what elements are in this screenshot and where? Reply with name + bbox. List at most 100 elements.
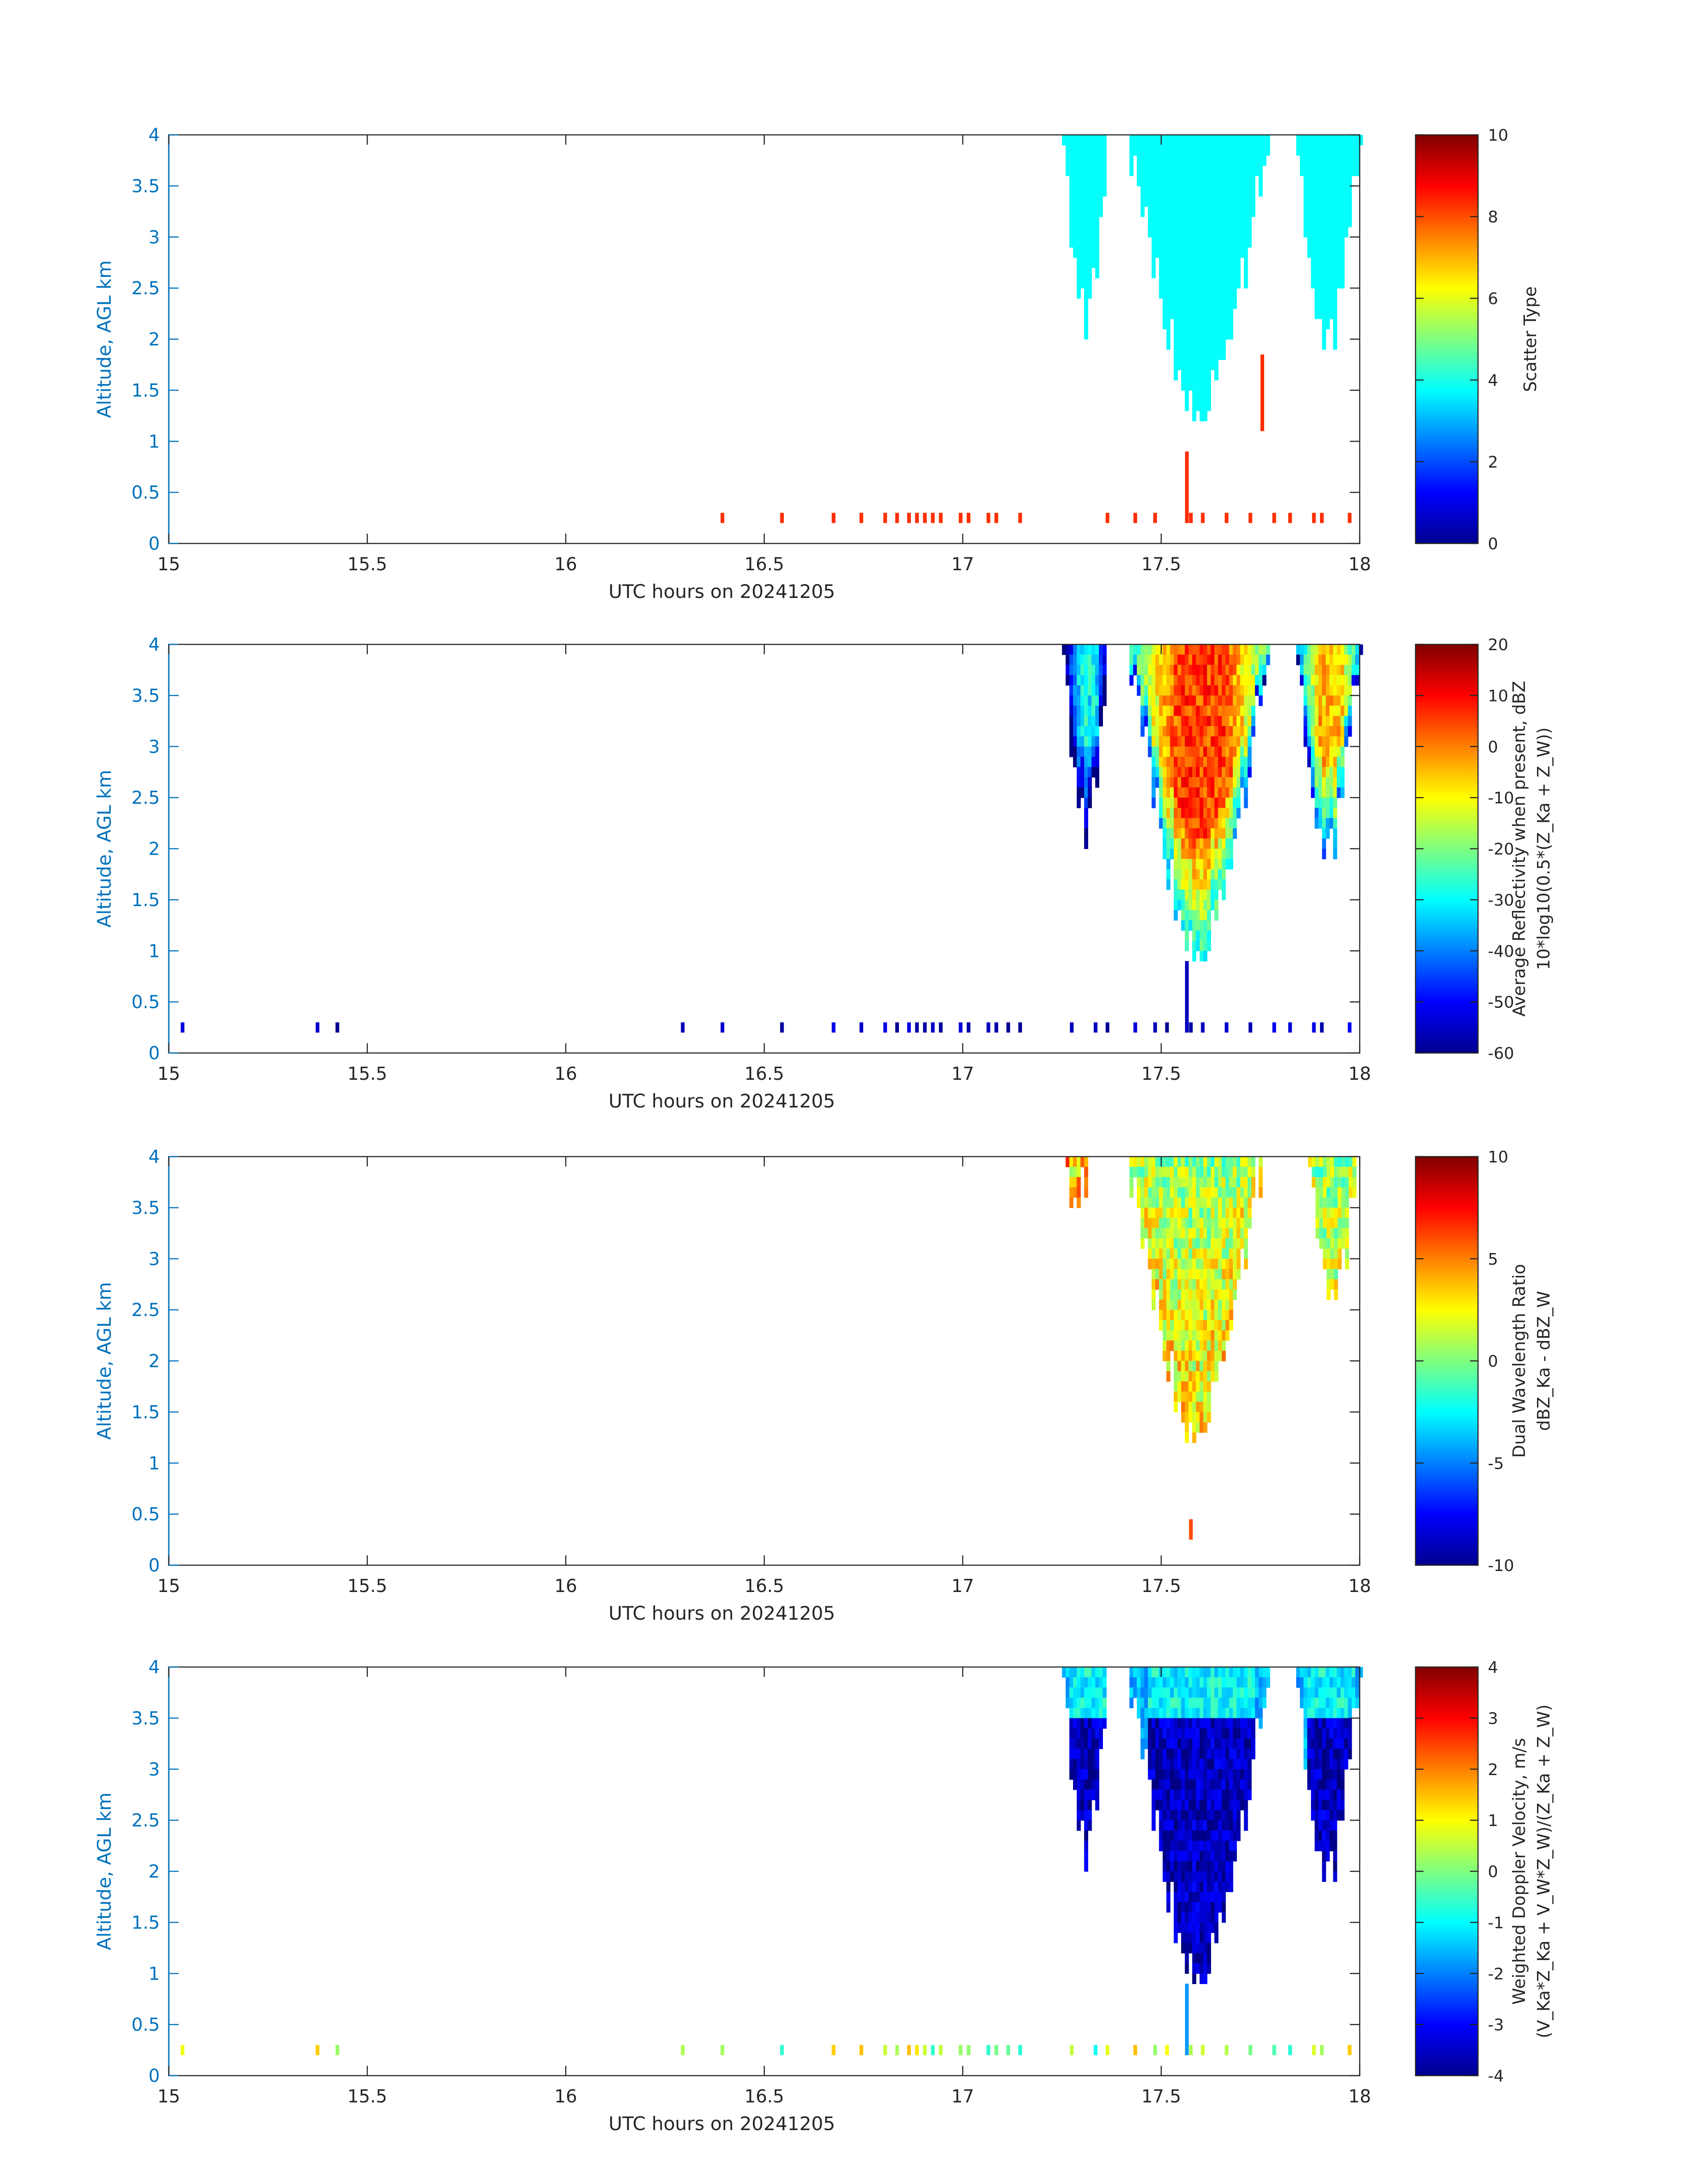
heatmap-cell xyxy=(1199,1973,1204,1984)
heatmap-cell xyxy=(1214,1310,1219,1320)
heatmap-cell xyxy=(1300,654,1304,665)
heatmap-cell xyxy=(1181,1208,1186,1219)
heatmap-cell xyxy=(1207,1840,1211,1851)
heatmap-cell xyxy=(1340,1718,1345,1729)
heatmap-cell xyxy=(1188,247,1193,258)
heatmap-cell xyxy=(1196,206,1200,217)
heatmap-cell xyxy=(1084,644,1088,655)
heatmap-cell xyxy=(1077,1779,1081,1790)
heatmap-cell xyxy=(1080,1677,1085,1688)
heatmap-cell xyxy=(1214,1861,1219,1872)
heatmap-cell xyxy=(1211,217,1215,227)
heatmap-cell xyxy=(1173,1861,1178,1872)
heatmap-cell xyxy=(1311,1759,1315,1770)
heatmap-cell xyxy=(1214,1871,1219,1882)
heatmap-cell xyxy=(1192,329,1196,340)
heatmap-cell xyxy=(1207,1177,1211,1188)
heatmap-cell xyxy=(1151,1258,1156,1270)
heatmap-cell xyxy=(1203,910,1207,921)
heatmap-cell xyxy=(1199,1228,1204,1239)
heatmap-cell xyxy=(1311,706,1315,716)
heatmap-cell xyxy=(1214,798,1219,808)
heatmap-cell xyxy=(1207,1708,1211,1719)
heatmap-cell xyxy=(1211,1902,1215,1913)
heatmap-cell xyxy=(1166,288,1171,299)
heatmap-cell xyxy=(1173,1892,1178,1902)
heatmap-cell xyxy=(1236,685,1241,696)
heatmap-cell xyxy=(1218,1861,1222,1872)
heatmap-cell xyxy=(1151,1820,1156,1831)
heatmap-cell xyxy=(1181,1943,1186,1954)
heatmap-cell xyxy=(1318,206,1323,217)
heatmap-cell xyxy=(1166,859,1171,870)
heatmap-cell xyxy=(1251,206,1256,217)
heatmap-cell xyxy=(1251,716,1256,727)
heatmap-cell xyxy=(1337,1187,1342,1198)
heatmap-cell xyxy=(1192,318,1196,330)
heatmap-cell xyxy=(1148,695,1152,706)
heatmap-cell xyxy=(1244,1789,1248,1801)
heatmap-cell xyxy=(1236,237,1241,248)
heatmap-cell xyxy=(1225,237,1230,248)
heatmap-cell xyxy=(1203,1248,1207,1259)
heatmap-cell xyxy=(1199,726,1204,737)
heatmap-cell xyxy=(1218,1871,1222,1882)
heatmap-cell xyxy=(1232,247,1237,258)
heatmap-cell xyxy=(1133,135,1137,146)
heatmap-cell xyxy=(1192,920,1196,931)
surface-return xyxy=(315,1022,320,1033)
heatmap-cell xyxy=(1214,298,1219,309)
heatmap-cell xyxy=(1247,746,1252,757)
heatmap-cell xyxy=(1244,135,1248,146)
y-tick-label: 0 xyxy=(149,2066,160,2086)
heatmap-cell xyxy=(1315,288,1319,299)
heatmap-cell xyxy=(1173,777,1178,788)
heatmap-cell xyxy=(1203,1810,1207,1821)
heatmap-cell xyxy=(1173,828,1178,839)
heatmap-cell xyxy=(1170,217,1174,227)
heatmap-cell xyxy=(1192,1371,1196,1382)
heatmap-cell xyxy=(1199,1912,1204,1923)
heatmap-cell xyxy=(1192,1800,1196,1811)
heatmap-cell xyxy=(1222,186,1226,197)
heatmap-cell xyxy=(1199,329,1204,340)
heatmap-cell xyxy=(1162,1279,1167,1290)
heatmap-cell xyxy=(1166,1789,1171,1801)
heatmap-cell xyxy=(1155,217,1160,227)
heatmap-cell xyxy=(1318,726,1323,737)
heatmap-cell xyxy=(1236,1258,1241,1270)
heatmap-cell xyxy=(1144,644,1148,655)
heatmap-cell xyxy=(1098,675,1103,686)
heatmap-cell xyxy=(1188,1697,1193,1709)
heatmap-cell xyxy=(1258,1667,1263,1678)
heatmap-cell xyxy=(1240,675,1244,686)
heatmap-cell xyxy=(1170,1269,1174,1280)
heatmap-cell xyxy=(1084,206,1088,217)
heatmap-cell xyxy=(1225,1820,1230,1831)
heatmap-cell xyxy=(1211,237,1215,248)
heatmap-cell xyxy=(1177,879,1182,890)
heatmap-cell xyxy=(1181,1830,1186,1841)
heatmap-cell xyxy=(1222,1218,1226,1228)
heatmap-cell xyxy=(1262,1667,1267,1678)
heatmap-cell xyxy=(1255,685,1259,696)
heatmap-cell xyxy=(1211,145,1215,156)
heatmap-cell xyxy=(1177,1871,1182,1882)
heatmap-cell xyxy=(1181,1718,1186,1729)
heatmap-cell xyxy=(1196,1300,1200,1310)
heatmap-cell xyxy=(1214,1340,1219,1351)
heatmap-cell xyxy=(1080,247,1085,258)
heatmap-cell xyxy=(1325,1820,1330,1831)
heatmap-cell xyxy=(1203,400,1207,411)
heatmap-cell xyxy=(1323,1197,1327,1208)
heatmap-cell xyxy=(1203,756,1207,768)
heatmap-cell xyxy=(1311,787,1315,798)
heatmap-cell xyxy=(1144,186,1148,197)
heatmap-cell xyxy=(1214,1208,1219,1219)
heatmap-cell xyxy=(1159,767,1163,778)
heatmap-cell xyxy=(1203,318,1207,330)
heatmap-cell xyxy=(1170,1340,1174,1351)
heatmap-cell xyxy=(1203,1800,1207,1811)
heatmap-cell xyxy=(1247,654,1252,665)
heatmap-cell xyxy=(1170,1830,1174,1841)
